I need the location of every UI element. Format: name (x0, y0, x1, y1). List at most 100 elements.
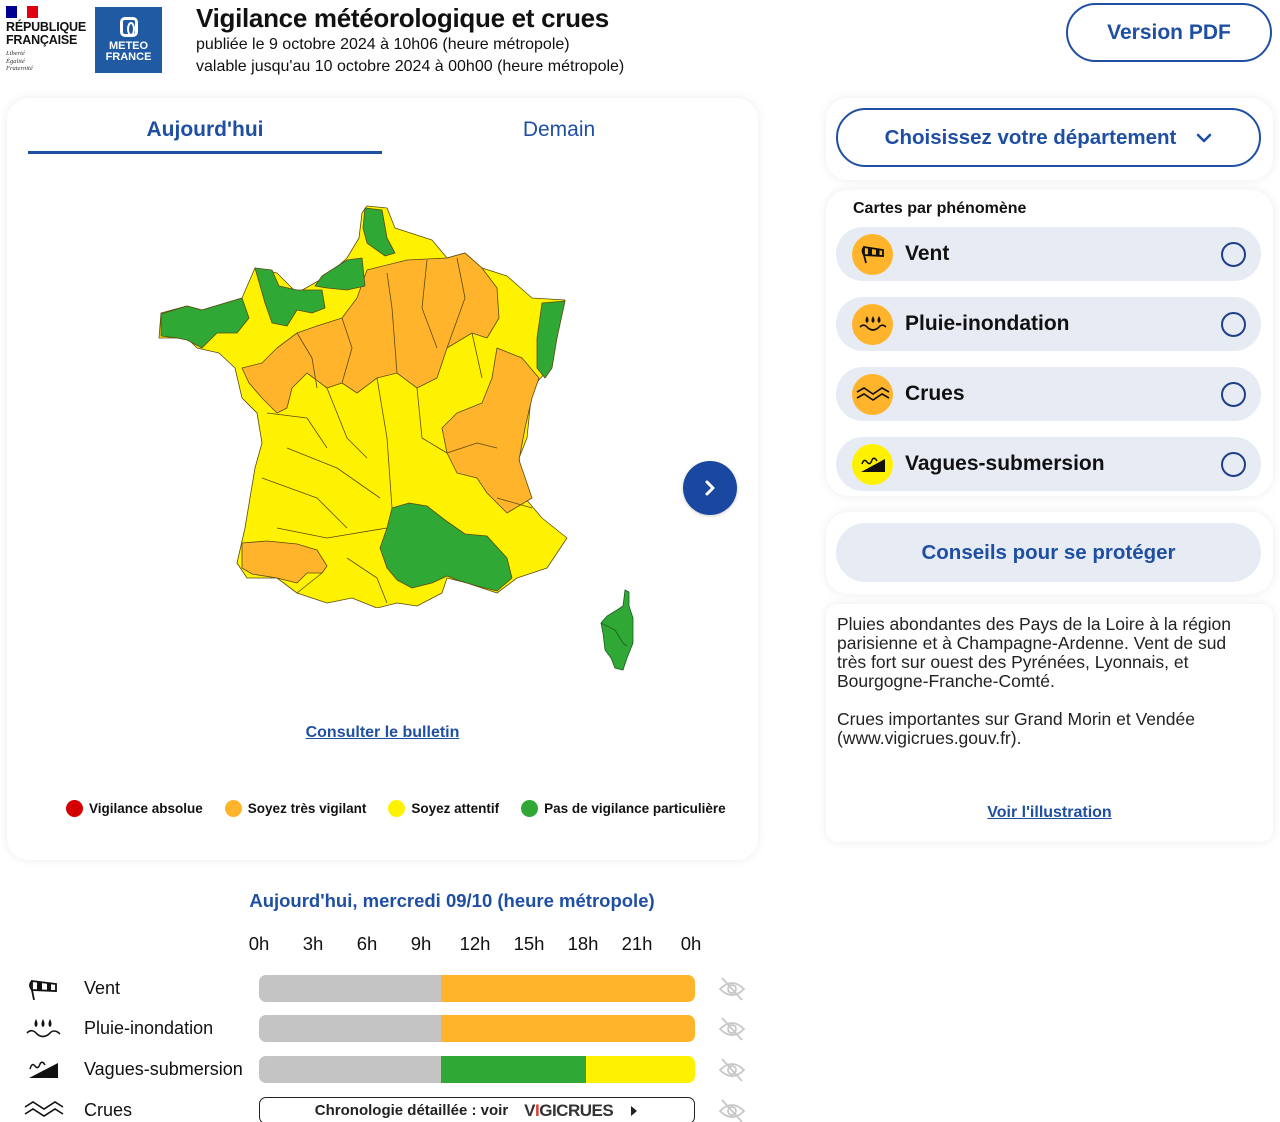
waves-icon (852, 373, 893, 415)
phenomenon-radio[interactable] (1221, 241, 1246, 267)
bulletin-paragraph-1: Pluies abondantes des Pays de la Loire à… (837, 614, 1232, 691)
phenomenon-vent[interactable]: Vent (836, 227, 1261, 281)
republic-name-line1: RÉPUBLIQUE (6, 20, 86, 34)
hide-eye-icon[interactable] (717, 975, 747, 1003)
phenomenon-pluie-inondation[interactable]: Pluie-inondation (836, 297, 1261, 351)
hour-tick: 0h (680, 933, 702, 954)
phenomenon-label: Crues (905, 382, 965, 405)
vigicrues-logo-rest: GICRUES (539, 1100, 614, 1120)
timeline-bar (259, 1056, 695, 1083)
advice-card: Conseils pour se protéger (826, 512, 1273, 594)
red-dot-icon (66, 800, 83, 817)
protection-advice-button[interactable]: Conseils pour se protéger (836, 523, 1261, 582)
phenomenon-radio[interactable] (1221, 451, 1246, 477)
chevron-right-icon (705, 480, 715, 496)
republic-name-line2: FRANÇAISE (6, 33, 78, 47)
segment-orange (440, 1015, 695, 1042)
department-select[interactable]: Choisissez votre département (836, 108, 1261, 167)
bulletin-paragraph-2: Crues importantes sur Grand Morin et Ven… (837, 709, 1195, 748)
legend-item-green: Pas de vigilance particulière (521, 800, 726, 817)
timeline-label: Vent (84, 978, 121, 998)
corsica-map[interactable] (597, 588, 637, 678)
timeline-row-pluie-inondation: Pluie-inondation (0, 1015, 760, 1045)
timeline-label: Crues (84, 1100, 133, 1120)
legend-item-yellow: Soyez attentif (388, 800, 499, 817)
segment-orange (440, 975, 695, 1002)
hour-tick: 3h (302, 933, 324, 954)
segment-past (259, 975, 441, 1002)
bulletin-summary-card: Pluies abondantes des Pays de la Loire à… (826, 604, 1273, 842)
green-dot-icon (521, 800, 539, 817)
legend-label: Pas de vigilance particulière (544, 801, 726, 816)
vigicrues-logo: VIGICRUES (524, 1100, 614, 1121)
segment-yellow (585, 1056, 695, 1083)
vigicrues-text: Chronologie détaillée : voir (314, 1102, 509, 1119)
meteo-france-logo: METEO FRANCE (95, 7, 162, 73)
page-header: RÉPUBLIQUE FRANÇAISE Liberté Égalité Fra… (0, 0, 1280, 92)
legend-label: Vigilance absolue (89, 801, 203, 816)
phenomenon-crues[interactable]: Crues (836, 367, 1261, 421)
timeline-row-vent: Vent (0, 975, 760, 1005)
map-legend: Vigilance absolue Soyez très vigilant So… (66, 800, 726, 817)
phenomenon-label: Vagues-submersion (905, 452, 1105, 475)
legend-item-orange: Soyez très vigilant (224, 800, 366, 817)
timeline-bar (259, 1015, 695, 1042)
timeline-row-crues: Crues Chronologie détaillée : voir VIGIC… (0, 1097, 760, 1122)
windsock-icon (29, 979, 57, 1001)
tab-tomorrow[interactable]: Demain (522, 118, 596, 141)
timeline-row-vagues-submersion: Vagues-submersion (0, 1056, 760, 1086)
timeline-label: Vagues-submersion (84, 1059, 243, 1079)
phenomenon-label: Vent (905, 242, 950, 265)
legend-item-red: Vigilance absolue (66, 800, 203, 817)
see-illustration-link[interactable]: Voir l'illustration (987, 804, 1112, 821)
phenomenon-radio[interactable] (1221, 381, 1246, 407)
chevron-down-icon (1197, 133, 1212, 142)
department-card: Choisissez votre département (826, 98, 1273, 180)
hour-tick: 21h (621, 933, 653, 954)
phenomena-card: Cartes par phénomène Vent Pluie-inondati… (826, 190, 1273, 496)
french-flag-icon (6, 6, 39, 18)
hide-eye-icon[interactable] (717, 1056, 747, 1084)
page-title: Vigilance météorologique et crues (196, 3, 609, 33)
orange-dot-icon (224, 800, 242, 817)
next-map-button[interactable] (683, 461, 737, 515)
segment-past (259, 1015, 441, 1042)
hide-eye-icon[interactable] (717, 1097, 747, 1122)
motto-liberte: Liberté (6, 50, 25, 57)
day-tabs: Aujourd'hui Demain (28, 112, 736, 154)
phenomenon-vagues-submersion[interactable]: Vagues-submersion (836, 437, 1261, 491)
wave-submersion-icon (852, 443, 893, 485)
timeline-hours: 0h 3h 6h 9h 12h 15h 18h 21h 0h (0, 933, 760, 957)
hour-tick: 6h (356, 933, 378, 954)
hide-eye-icon[interactable] (717, 1015, 747, 1043)
hour-tick: 15h (513, 933, 545, 954)
motto-egalite: Égalité (6, 57, 25, 65)
meteo-logo-line2: FRANCE (105, 51, 152, 63)
pdf-version-button[interactable]: Version PDF (1066, 3, 1272, 62)
rain-flood-icon (852, 303, 893, 345)
hour-tick: 9h (410, 933, 432, 954)
phenomenon-label: Pluie-inondation (905, 312, 1070, 335)
windsock-icon (852, 233, 893, 275)
vigicrues-chronology-button[interactable]: Chronologie détaillée : voir VIGICRUES (259, 1097, 695, 1122)
wave-submersion-icon (29, 1061, 58, 1078)
consult-bulletin-link[interactable]: Consulter le bulletin (305, 724, 460, 741)
map-card: Aujourd'hui Demain (7, 98, 758, 860)
vigicrues-logo-i: I (535, 1100, 540, 1120)
republique-francaise-logo: RÉPUBLIQUE FRANÇAISE Liberté Égalité Fra… (6, 6, 88, 76)
valid-until-date: valable jusqu'au 10 octobre 2024 à 00h00… (196, 57, 625, 75)
segment-past (259, 1056, 441, 1083)
published-date: publiée le 9 octobre 2024 à 10h06 (heure… (196, 36, 570, 53)
rain-flood-icon (26, 1019, 61, 1038)
phenomenon-radio[interactable] (1221, 311, 1246, 337)
department-select-label: Choisissez votre département (884, 125, 1177, 149)
hour-tick: 12h (459, 933, 491, 954)
play-arrow-icon (631, 1105, 638, 1116)
tab-today[interactable]: Aujourd'hui (28, 112, 382, 154)
timeline-title: Aujourd'hui, mercredi 09/10 (heure métro… (249, 890, 655, 911)
waves-icon (24, 1101, 64, 1117)
segment-green (440, 1056, 586, 1083)
vigicrues-logo-v: V (524, 1100, 535, 1120)
legend-label: Soyez attentif (411, 801, 500, 816)
france-vigilance-map[interactable] (147, 198, 587, 608)
